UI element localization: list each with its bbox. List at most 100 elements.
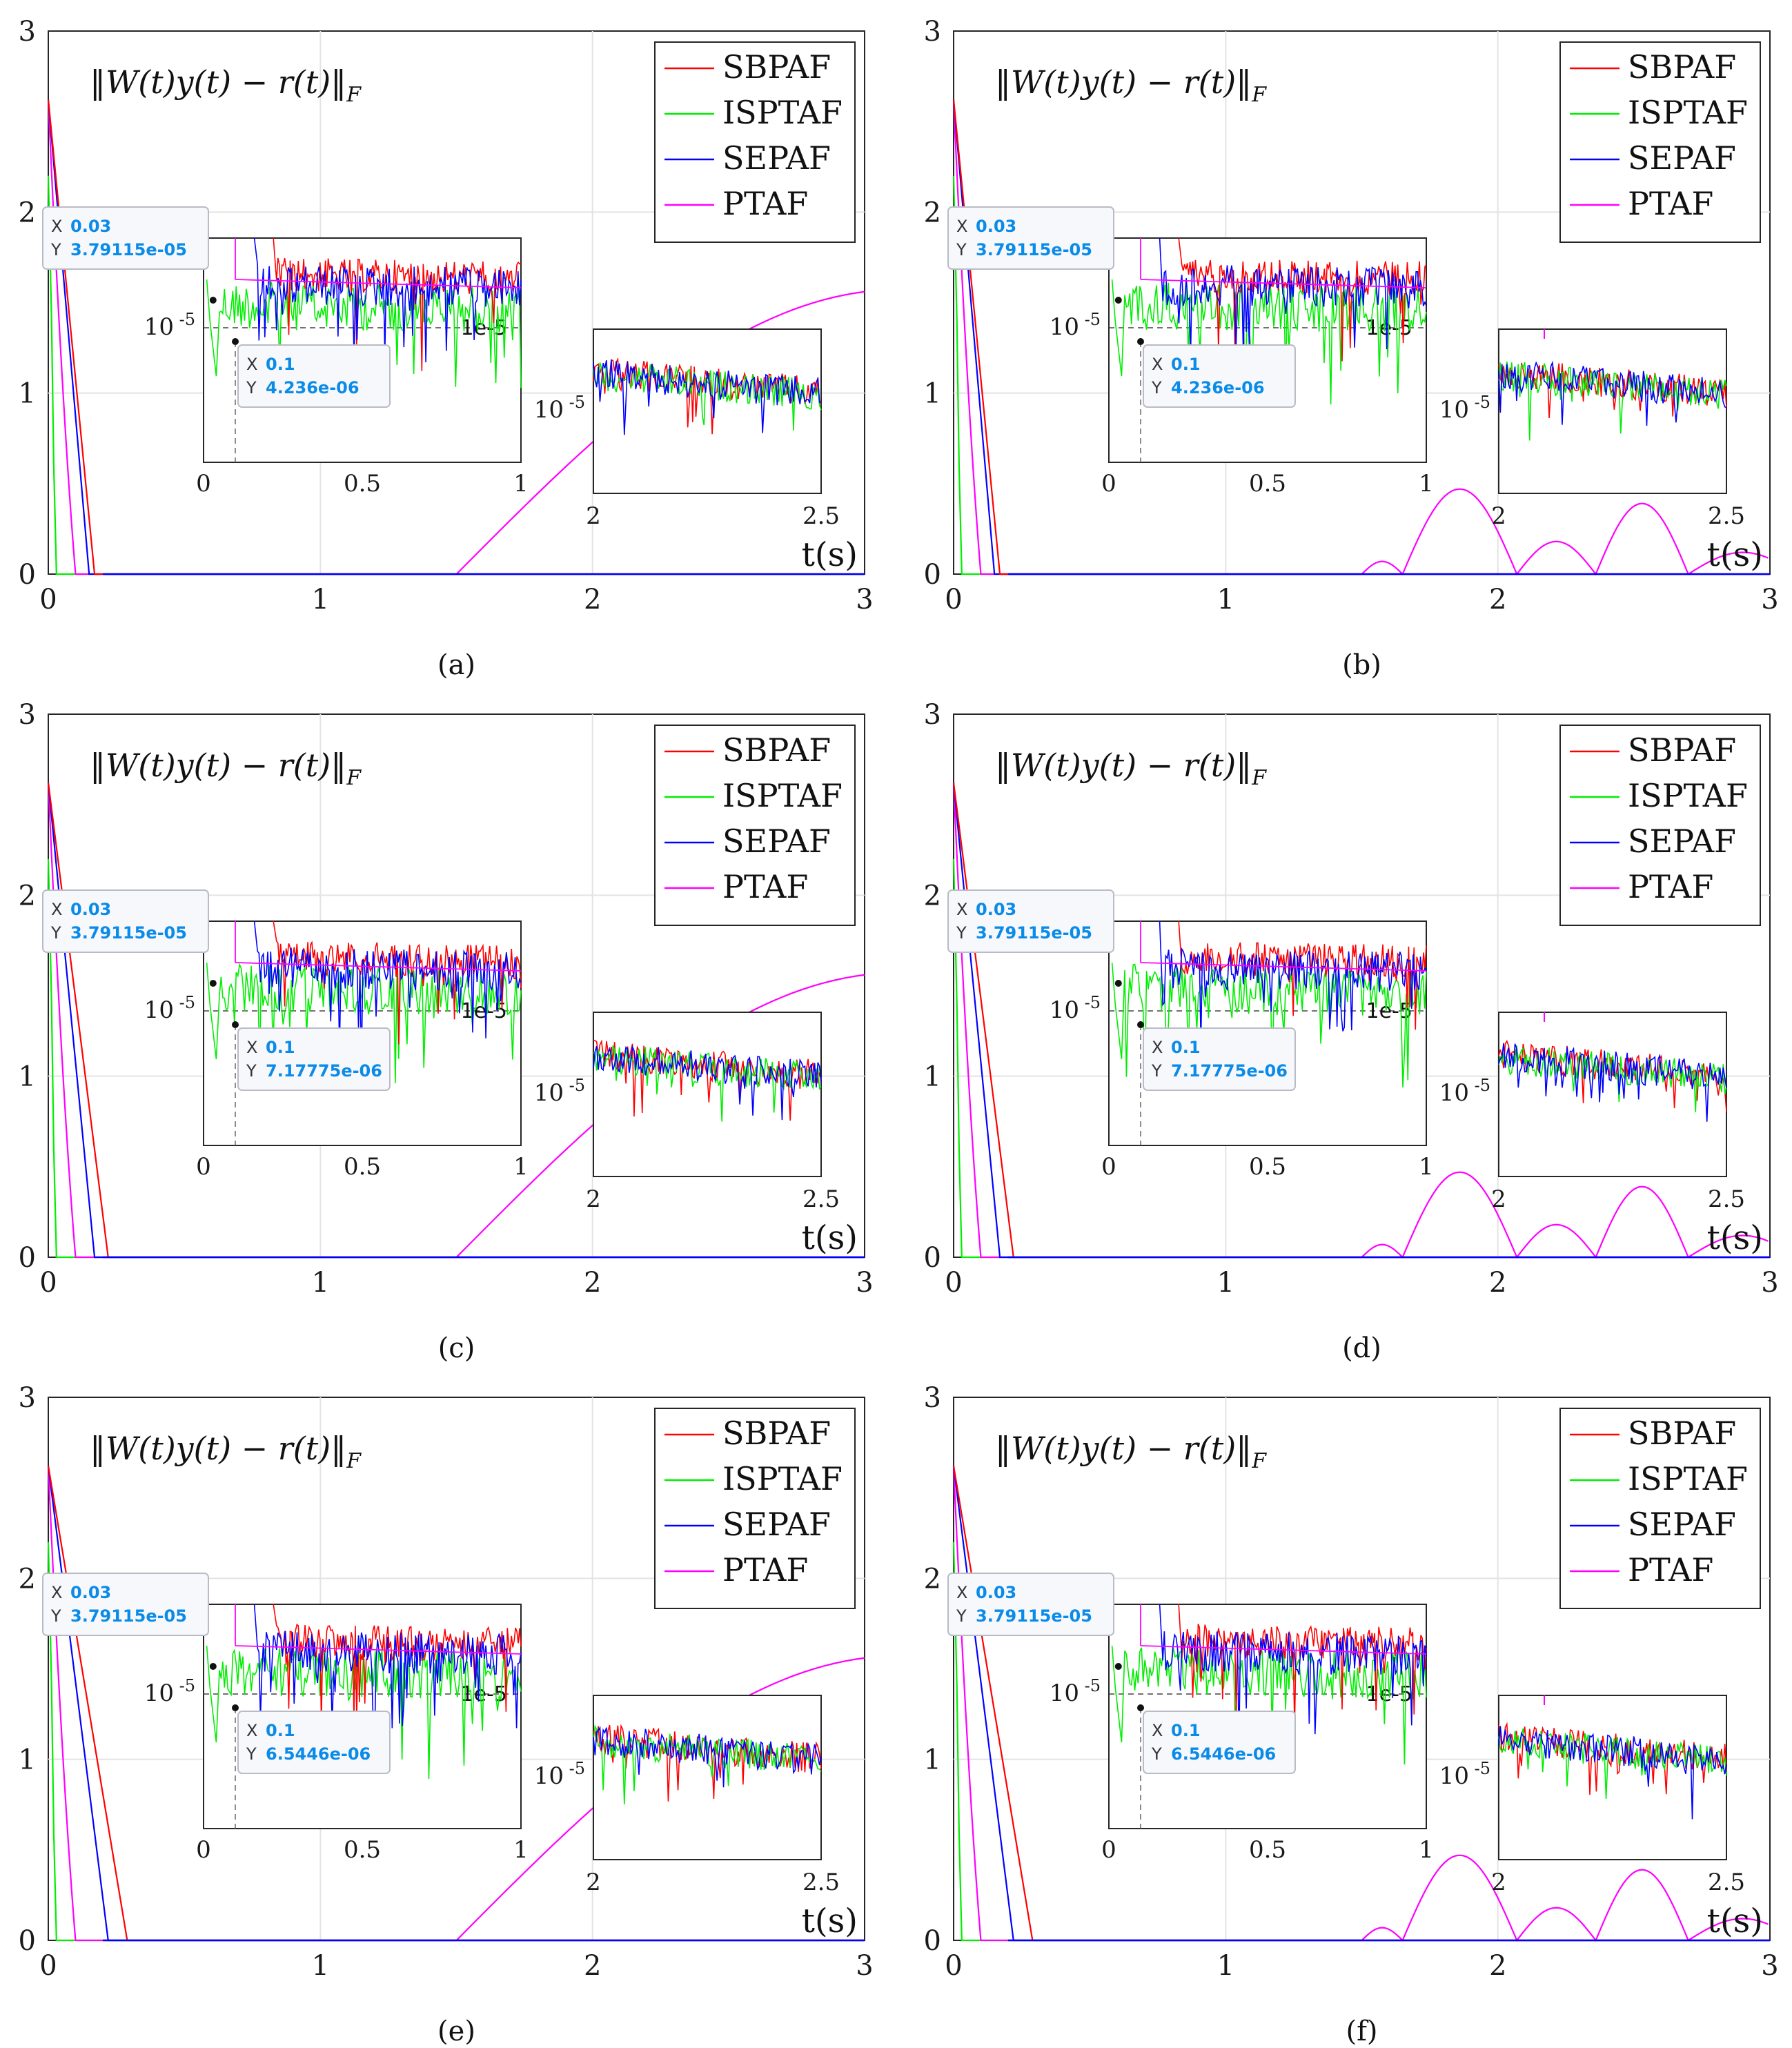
inset-zoom-0-1: 0 0.5 110 -5 1e-5: [1050, 920, 1434, 1181]
legend-box: [1559, 725, 1761, 926]
datatip-2[interactable]: X 0.1 Y 7.17775e-06: [237, 1027, 391, 1091]
datatip-2[interactable]: X 0.1 Y 4.236e-06: [1143, 344, 1296, 408]
inset1-x-tick: 1: [1419, 470, 1434, 498]
datatip-2[interactable]: X 0.1 Y 4.236e-06: [237, 344, 391, 408]
y-tick-label: 2: [924, 197, 941, 228]
inset1-trace-ptaf: [235, 962, 522, 972]
datatip-1[interactable]: X 0.03 Y 3.79115e-05: [947, 1573, 1114, 1636]
inset1-trace-ptaf: [1140, 1645, 1427, 1655]
inset1-x-tick: 0: [1101, 470, 1116, 498]
datatip-2-y-value: 6.5446e-06: [1171, 1744, 1276, 1764]
y-tick-label: 0: [924, 1242, 941, 1274]
y-tick-label: 0: [19, 1242, 36, 1274]
x-tick-label: 2: [584, 1267, 601, 1299]
datatip-1-y-value: 3.79115e-05: [70, 923, 187, 943]
y-tick-label: 1: [924, 1744, 941, 1776]
x-tick-label: 2: [1489, 584, 1506, 616]
y-tick-label: 1: [19, 378, 36, 410]
y-tick-label: 3: [924, 699, 941, 731]
legend: SBPAF ISPTAF SEPAF PTAF: [1559, 725, 1761, 926]
x-tick-label: 1: [312, 1950, 329, 1982]
inset1-x-tick: 0.5: [1249, 1836, 1286, 1864]
panel-caption: (b): [1342, 649, 1381, 681]
datatip-1[interactable]: X 0.03 Y 3.79115e-05: [947, 206, 1114, 270]
datatip-marker-2[interactable]: [1137, 1021, 1144, 1028]
inset1-x-tick: 1: [1419, 1836, 1434, 1864]
inset1-ref-label: 1e-5: [461, 999, 507, 1023]
panel-caption: (d): [1342, 1332, 1381, 1364]
datatip-1[interactable]: X 0.03 Y 3.79115e-05: [42, 889, 209, 953]
inset1-trace-sepaf: [1159, 237, 1427, 357]
datatip-marker-2[interactable]: [232, 338, 239, 345]
datatip-1-x-label: X: [51, 217, 62, 236]
datatip-1-y-value: 3.79115e-05: [976, 923, 1092, 943]
series-ptaf-line: [952, 1466, 1769, 1942]
datatip-1-x-label: X: [51, 1583, 62, 1602]
datatip-marker-2[interactable]: [232, 1021, 239, 1028]
datatip-marker-2[interactable]: [232, 1704, 239, 1711]
datatip-marker-1[interactable]: [1114, 980, 1122, 987]
datatip-1-x-value: 0.03: [976, 1583, 1016, 1602]
datatip-1-x-value: 0.03: [976, 900, 1016, 919]
panel-f: 0 1 2 3 0 1 2 3 ‖W(t)y(t) − r(t)‖F SBPAF ISPTAF SEP…: [924, 1382, 1779, 2047]
legend: SBPAF ISPTAF SEPAF PTAF: [1559, 1408, 1761, 1609]
datatip-2-x-value: 0.1: [1171, 355, 1201, 374]
datatip-2-y-label: Y: [1151, 1744, 1162, 1764]
inset2-y-tick: 10 -5: [534, 1076, 585, 1107]
datatip-1[interactable]: X 0.03 Y 3.79115e-05: [42, 1573, 209, 1636]
x-tick-label: 1: [1217, 1950, 1234, 1982]
datatip-1-y-label: Y: [956, 240, 967, 259]
panel-caption: (e): [437, 2016, 475, 2047]
inset2-frame: [1498, 1695, 1727, 1860]
datatip-1[interactable]: X 0.03 Y 3.79115e-05: [947, 889, 1114, 953]
y-tick-label: 0: [924, 559, 941, 591]
datatip-marker-1[interactable]: [209, 297, 217, 304]
datatip-2-box: [237, 1027, 391, 1091]
datatip-2-x-value: 0.1: [266, 1038, 295, 1057]
inset1-trace-sepaf: [1159, 1604, 1427, 1749]
datatip-1-box: [42, 889, 209, 953]
datatip-marker-1[interactable]: [1114, 297, 1122, 304]
datatip-marker-1[interactable]: [209, 1663, 217, 1670]
inset1-x-tick: 0.5: [344, 1836, 381, 1864]
inset2-trace-sepaf: [593, 1045, 822, 1121]
datatip-1-y-label: Y: [50, 240, 61, 259]
datatip-1-x-value: 0.03: [70, 1583, 111, 1602]
datatip-2[interactable]: X 0.1 Y 6.5446e-06: [237, 1711, 391, 1774]
inset-zoom-2-2_5: 2 2.510 -5: [1439, 328, 1745, 530]
datatip-1-x-label: X: [51, 900, 62, 919]
datatip-1[interactable]: X 0.03 Y 3.79115e-05: [42, 206, 209, 270]
datatip-1-box: [42, 206, 209, 270]
x-tick-label: 1: [312, 584, 329, 616]
datatip-marker-2[interactable]: [1137, 1704, 1144, 1711]
y-tick-label: 1: [924, 1061, 941, 1093]
datatip-marker-1[interactable]: [209, 980, 217, 987]
inset1-x-tick: 0.5: [1249, 1153, 1286, 1181]
datatip-marker-2[interactable]: [1137, 338, 1144, 345]
inset2-x-tick: 2: [586, 1869, 601, 1896]
datatip-2-y-label: Y: [246, 1744, 257, 1764]
legend-label-sepaf: SEPAF: [722, 823, 831, 860]
inset2-x-tick: 2.5: [1708, 1869, 1745, 1896]
inset2-frame: [593, 1695, 822, 1860]
x-tick-label: 3: [856, 1950, 873, 1982]
x-tick-label: 0: [945, 1267, 962, 1299]
inset2-frame: [1498, 1012, 1727, 1177]
datatip-2[interactable]: X 0.1 Y 7.17775e-06: [1143, 1027, 1296, 1091]
datatip-marker-1[interactable]: [1114, 1663, 1122, 1670]
panel-caption: (c): [438, 1332, 475, 1364]
datatip-2[interactable]: X 0.1 Y 6.5446e-06: [1143, 1711, 1296, 1774]
x-axis-label: t(s): [802, 1219, 858, 1257]
inset2-frame: [593, 1012, 822, 1177]
inset-zoom-2-2_5: 2 2.510 -5: [534, 1695, 840, 1896]
datatip-2-y-value: 7.17775e-06: [1171, 1061, 1288, 1081]
inset2-trace-sepaf: [1498, 1043, 1727, 1122]
legend-label-sbpaf: SBPAF: [722, 1415, 831, 1452]
y-tick-label: 3: [19, 1382, 36, 1414]
legend-label-isptaf: ISPTAF: [722, 94, 843, 131]
inset2-frame: [593, 328, 822, 494]
datatip-2-y-value: 6.5446e-06: [266, 1744, 371, 1764]
datatip-1-x-value: 0.03: [70, 217, 111, 236]
inset2-x-tick: 2.5: [1708, 502, 1745, 530]
inset2-trace-sepaf: [1498, 1726, 1727, 1820]
